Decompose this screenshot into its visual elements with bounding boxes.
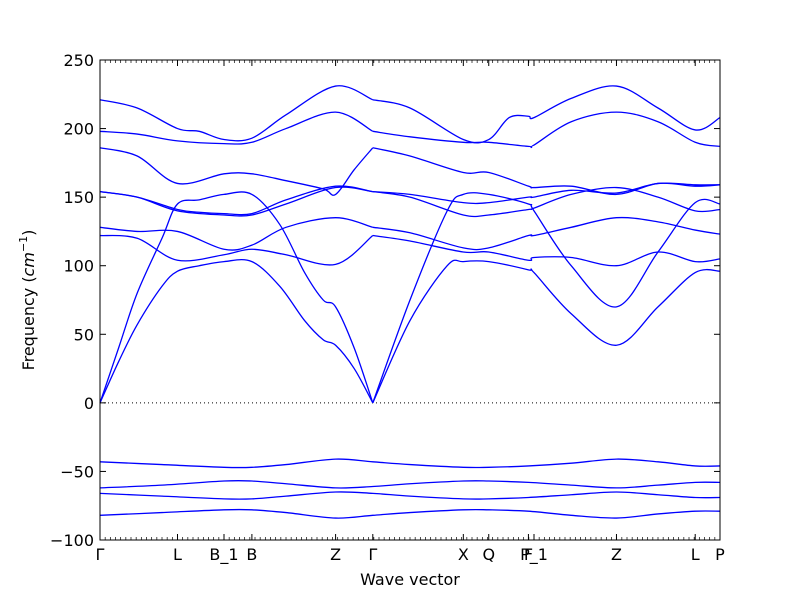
y-tick-label-1: −100: [50, 531, 94, 550]
x-tick-label-13: P: [715, 545, 725, 564]
y-tick-label-2: −50: [60, 462, 94, 481]
x-tick-label-7: X: [458, 545, 469, 564]
plot-frame: [99, 59, 721, 541]
series-layer: [99, 85, 721, 519]
x-axis-label: Wave vector: [360, 570, 460, 589]
y-tick-label-8: 250: [63, 51, 94, 70]
y-axis-label-exponent: −1: [17, 236, 30, 252]
band-line-12: [372, 234, 721, 267]
x-tick-label-3: B_1: [209, 545, 238, 565]
y-tick-label-4: 50: [74, 325, 94, 344]
x-tick-layer: Γ L B_1 B Z Γ X Q FP_1 Z L P: [96, 60, 725, 565]
y-tick-label-3: 0: [84, 394, 94, 413]
band-line-17: [372, 111, 721, 149]
x-tick-label-11: Z: [611, 545, 622, 564]
band-line-8: [99, 111, 374, 145]
band-line-2: [99, 191, 374, 404]
x-tick-label-1: Γ: [96, 545, 105, 564]
x-tick-label-12: L: [691, 545, 700, 564]
band-line-4: [99, 217, 373, 251]
y-tick-layer: −100 −50 0 50 100 150 200 250: [50, 51, 720, 550]
x-tick-label-10: P_1: [520, 545, 548, 565]
x-tick-label-2: L: [173, 545, 182, 564]
y-axis-label-close: ): [19, 230, 38, 236]
x-tick-label-9: F: [524, 545, 533, 564]
band-line-20: [99, 479, 721, 489]
band-line-13: [372, 216, 721, 251]
y-tick-label-7: 200: [63, 120, 94, 139]
band-line-14: [372, 186, 721, 218]
y-axis-label-text: Frequency (: [19, 276, 38, 370]
y-axis-label-unit: cm: [19, 252, 38, 276]
band-line-19: [99, 458, 721, 469]
x-tick-label-6: Γ: [368, 545, 377, 564]
x-tick-label-8: Q: [482, 545, 495, 564]
x-tick-label-5: Z: [330, 545, 341, 564]
y-tick-label-5: 100: [63, 257, 94, 276]
band-line-1: [99, 258, 374, 404]
band-line-16: [372, 147, 721, 196]
y-tick-label-6: 150: [63, 188, 94, 207]
x-tick-label-4: B: [246, 545, 257, 564]
band-line-10: [372, 259, 721, 404]
band-line-22: [99, 508, 721, 519]
band-line-9: [99, 85, 374, 142]
band-line-18: [372, 85, 721, 144]
band-line-7: [99, 147, 374, 196]
y-axis-label: Frequency (cm−1): [17, 230, 38, 371]
band-line-3: [99, 234, 374, 266]
band-line-21: [99, 491, 721, 500]
